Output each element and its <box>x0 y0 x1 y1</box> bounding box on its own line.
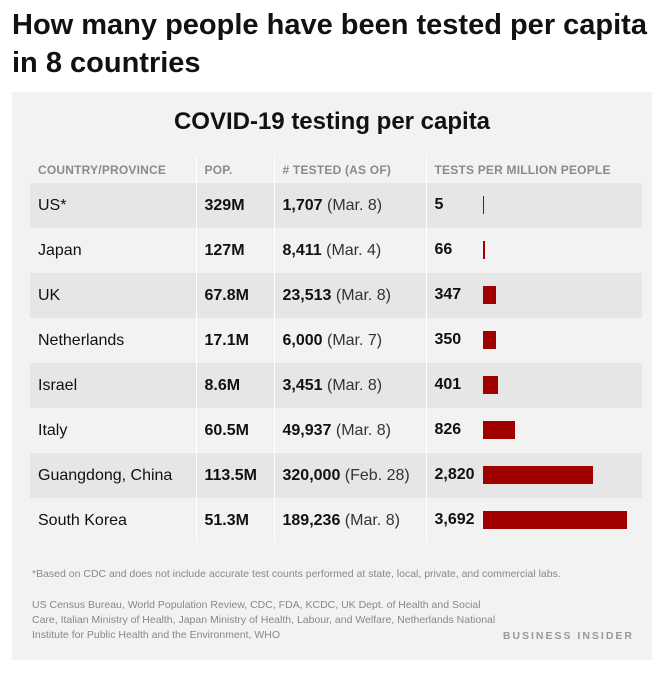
bar-track <box>482 331 627 350</box>
cell-country: Netherlands <box>30 318 196 363</box>
bar-track <box>482 511 627 530</box>
tested-count: 320,000 <box>282 466 341 484</box>
cell-country: Israel <box>30 363 196 408</box>
cell-tpm: 350 <box>425 318 642 363</box>
cell-pop: 127M <box>195 228 274 273</box>
cell-tested: 1,707 (Mar. 8) <box>273 183 426 228</box>
testing-table: COUNTRY/PROVINCE POP. # TESTED (AS OF) T… <box>30 156 642 543</box>
tpm-value: 2,820 <box>434 466 475 484</box>
chart-title: COVID-19 testing per capita <box>173 108 491 135</box>
cell-pop: 113.5M <box>195 453 274 498</box>
tested-date: (Mar. 7) <box>327 331 383 349</box>
cell-tested: 49,937 (Mar. 8) <box>273 408 426 453</box>
tested-count: 23,513 <box>282 286 332 304</box>
tpm-bar <box>482 376 499 395</box>
tested-count: 1,707 <box>282 196 323 214</box>
tpm-bar <box>482 286 496 305</box>
table-row: Italy 60.5M 49,937 (Mar. 8) 826 <box>30 408 642 453</box>
tested-count: 8,411 <box>282 241 322 259</box>
table-header-row: COUNTRY/PROVINCE POP. # TESTED (AS OF) T… <box>30 156 642 183</box>
tpm-value: 826 <box>434 421 462 439</box>
tested-date: (Mar. 8) <box>327 196 383 214</box>
cell-tested: 189,236 (Mar. 8) <box>273 498 426 543</box>
cell-pop: 60.5M <box>195 408 274 453</box>
cell-tested: 23,513 (Mar. 8) <box>273 273 426 318</box>
tested-date: (Feb. 28) <box>344 466 410 484</box>
table-row: Israel 8.6M 3,451 (Mar. 8) 401 <box>30 363 642 408</box>
cell-tested: 3,451 (Mar. 8) <box>273 363 426 408</box>
bar-track <box>482 241 627 260</box>
cell-tpm: 3,692 <box>425 498 642 543</box>
table-row: South Korea 51.3M 189,236 (Mar. 8) 3,692 <box>30 498 642 543</box>
cell-country: UK <box>30 273 196 318</box>
cell-country: South Korea <box>30 498 196 543</box>
cell-tpm: 5 <box>425 183 642 228</box>
tpm-bar <box>482 466 593 485</box>
col-header-tested: # TESTED (AS OF) <box>273 156 426 183</box>
tpm-value: 350 <box>434 331 462 349</box>
bar-track <box>482 466 627 485</box>
tested-count: 189,236 <box>282 511 341 529</box>
tpm-value: 3,692 <box>434 511 475 529</box>
tpm-value: 401 <box>434 376 462 394</box>
tested-date: (Mar. 4) <box>326 241 382 259</box>
footnote: *Based on CDC and does not include accur… <box>32 568 561 580</box>
tested-date: (Mar. 8) <box>335 286 392 304</box>
table-row: Guangdong, China 113.5M 320,000 (Feb. 28) 2… <box>30 453 642 498</box>
table-row: Japan 127M 8,411 (Mar. 4) 66 <box>30 228 642 273</box>
cell-country: Japan <box>30 228 196 273</box>
col-header-tpm: TESTS PER MILLION PEOPLE <box>425 156 642 183</box>
cell-pop: 17.1M <box>195 318 274 363</box>
bar-track <box>482 196 627 215</box>
cell-tpm: 66 <box>425 228 642 273</box>
cell-pop: 8.6M <box>195 363 274 408</box>
tpm-value: 66 <box>434 241 453 259</box>
tested-date: (Mar. 8) <box>344 511 400 529</box>
table-row: Netherlands 17.1M 6,000 (Mar. 7) 350 <box>30 318 642 363</box>
table-body: US* 329M 1,707 (Mar. 8) 5 Japan 127M 8,411 (Ma… <box>30 183 642 543</box>
cell-country: Italy <box>30 408 196 453</box>
tpm-bar <box>482 331 497 350</box>
bar-track <box>482 286 627 305</box>
cell-tpm: 401 <box>425 363 642 408</box>
bar-track <box>482 421 627 440</box>
cell-country: Guangdong, China <box>30 453 196 498</box>
cell-tpm: 347 <box>425 273 642 318</box>
tpm-value: 347 <box>434 286 462 304</box>
col-header-country: COUNTRY/PROVINCE <box>38 162 167 177</box>
cell-pop: 329M <box>195 183 274 228</box>
table-row: UK 67.8M 23,513 (Mar. 8) 347 <box>30 273 642 318</box>
cell-tpm: 826 <box>425 408 642 453</box>
tpm-value: 5 <box>434 196 444 214</box>
col-header-pop: POP. <box>195 156 274 183</box>
tpm-bar <box>482 511 627 530</box>
tested-count: 6,000 <box>282 331 323 349</box>
tested-count: 49,937 <box>282 421 332 439</box>
tpm-bar <box>482 421 515 440</box>
sources: US Census Bureau, World Population Revie… <box>32 599 496 641</box>
headline: How many people have been tested per cap… <box>12 9 647 79</box>
tested-count: 3,451 <box>282 376 323 394</box>
tpm-bar <box>482 241 486 260</box>
cell-tested: 8,411 (Mar. 4) <box>273 228 426 273</box>
tested-date: (Mar. 8) <box>335 421 392 439</box>
cell-tpm: 2,820 <box>425 453 642 498</box>
cell-tested: 320,000 (Feb. 28) <box>273 453 426 498</box>
table-row: US* 329M 1,707 (Mar. 8) 5 <box>30 183 642 228</box>
cell-tested: 6,000 (Mar. 7) <box>273 318 426 363</box>
cell-pop: 67.8M <box>195 273 274 318</box>
brand-logo: BUSINESS INSIDER <box>502 630 634 642</box>
tpm-bar <box>482 196 484 215</box>
tested-date: (Mar. 8) <box>327 376 383 394</box>
chart-card: COVID-19 testing per capita COUNTRY/PROV… <box>12 92 652 660</box>
bar-track <box>482 376 627 395</box>
cell-country: US* <box>30 183 196 228</box>
cell-pop: 51.3M <box>195 498 274 543</box>
